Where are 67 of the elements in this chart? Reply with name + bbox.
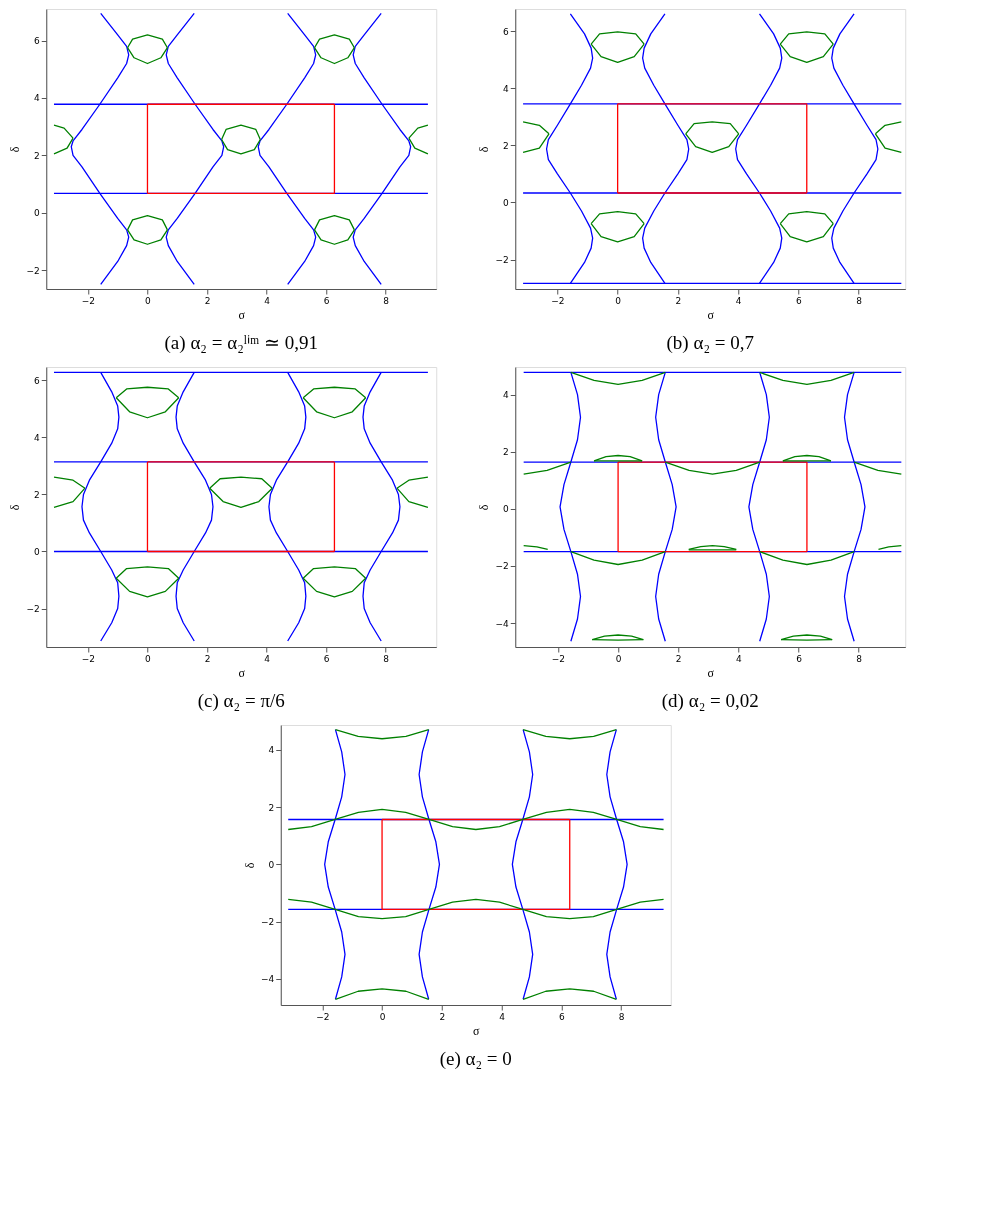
y-axis-title: δ — [8, 504, 23, 511]
y-tick-label: −4 — [495, 618, 510, 629]
x-tick-label: 8 — [856, 653, 863, 664]
y-tick-label: 6 — [34, 375, 41, 386]
x-tick-label: 2 — [439, 1011, 446, 1022]
y-axis-title: δ — [477, 146, 492, 153]
x-tick-label: 6 — [323, 653, 330, 664]
y-axis-title: δ — [242, 862, 257, 869]
y-tick-label: 6 — [503, 26, 510, 37]
y-tick-label: 2 — [503, 140, 509, 151]
x-tick-label: 0 — [615, 653, 622, 664]
y-tick-label: 6 — [34, 36, 41, 47]
x-tick-label: 8 — [856, 295, 863, 306]
y-tick-label: 2 — [34, 489, 40, 500]
x-axis-title: σ — [707, 307, 715, 322]
y-tick-label: 0 — [34, 208, 41, 219]
y-tick-label: −2 — [495, 255, 509, 266]
text: (d) α₂ = 0,02 — [661, 690, 759, 712]
text: (c) α₂ = π/6 — [197, 690, 285, 712]
y-tick-label: 4 — [34, 432, 41, 443]
y-tick-label: 4 — [503, 83, 510, 94]
text: (e) α₂ = 0 — [439, 1048, 512, 1070]
x-tick-label: 2 — [204, 295, 211, 306]
x-tick-label: 6 — [323, 295, 330, 306]
x-tick-label: 0 — [379, 1011, 386, 1022]
y-tick-label: −2 — [495, 561, 509, 572]
y-tick-label: 0 — [503, 197, 510, 208]
x-tick-label: −2 — [81, 653, 96, 664]
y-tick-label: 2 — [503, 447, 509, 458]
x-tick-label: −2 — [316, 1011, 330, 1022]
y-tick-label: 4 — [268, 745, 275, 756]
x-tick-label: −2 — [81, 295, 96, 306]
x-tick-label: 0 — [145, 653, 152, 664]
text: (b) α₂ = 0,7 — [666, 332, 754, 354]
x-tick-label: 8 — [618, 1011, 625, 1022]
y-tick-label: 2 — [34, 150, 40, 161]
x-tick-label: 8 — [383, 653, 390, 664]
x-tick-label: 0 — [615, 295, 622, 306]
y-tick-label: 4 — [503, 390, 510, 401]
y-tick-label: 0 — [268, 859, 275, 870]
x-tick-label: 6 — [796, 653, 803, 664]
y-axis-title: δ — [8, 146, 23, 153]
x-tick-label: 4 — [735, 295, 742, 306]
y-tick-label: 2 — [268, 802, 275, 813]
x-tick-label: −2 — [551, 653, 566, 664]
y-tick-label: 0 — [503, 504, 510, 515]
x-axis-title: σ — [238, 665, 246, 680]
x-axis-title: σ — [707, 665, 715, 680]
y-tick-label: 4 — [34, 93, 41, 104]
x-axis-title: σ — [238, 307, 246, 322]
x-tick-label: 6 — [559, 1011, 565, 1022]
x-tick-label: 8 — [383, 295, 390, 306]
y-tick-label: −2 — [260, 917, 275, 928]
x-tick-label: 2 — [204, 653, 211, 664]
y-tick-label: −4 — [260, 974, 275, 985]
x-tick-label: 2 — [675, 653, 682, 664]
y-tick-label: 0 — [34, 546, 41, 557]
x-tick-label: 0 — [145, 295, 152, 306]
x-tick-label: −2 — [551, 295, 565, 306]
x-tick-label: 4 — [736, 653, 742, 664]
x-axis-title: σ — [473, 1023, 481, 1038]
y-axis-title: δ — [477, 504, 492, 511]
y-tick-label: −2 — [26, 265, 40, 276]
text: (a) α₂ = α₂ˡⁱᵐ ≃ 0,91 — [164, 332, 318, 354]
y-tick-label: −2 — [26, 604, 40, 615]
x-tick-label: 2 — [675, 295, 682, 306]
x-tick-label: 6 — [795, 295, 802, 306]
